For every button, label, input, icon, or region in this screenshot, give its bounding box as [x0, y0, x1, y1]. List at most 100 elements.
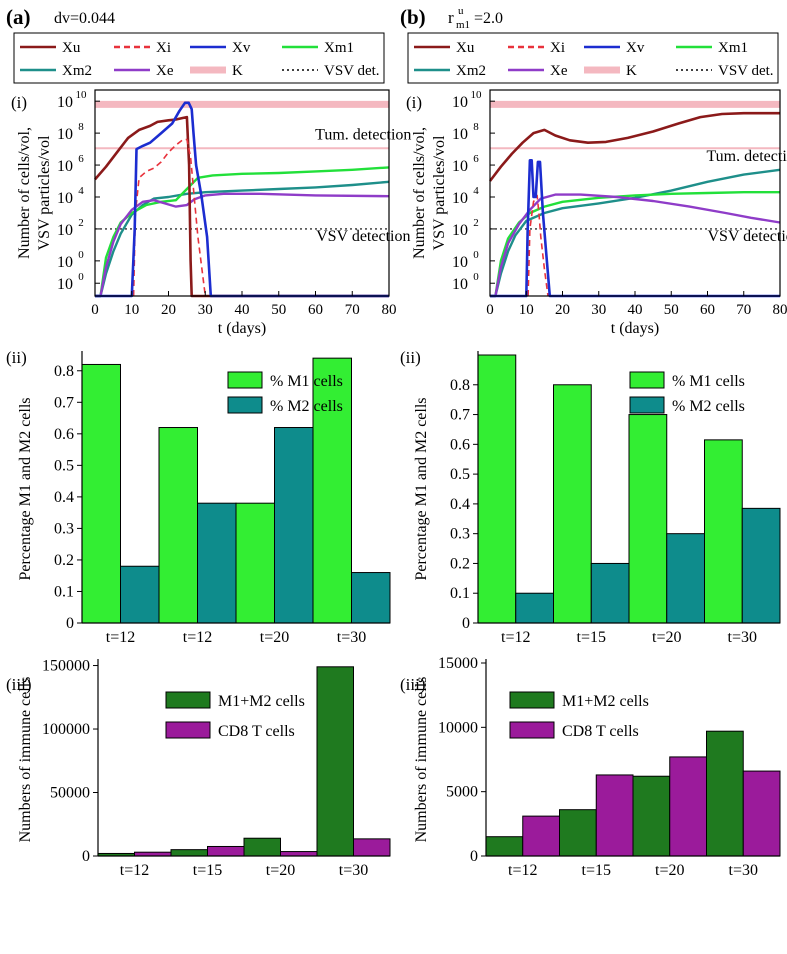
x-tick-label: t=20: [266, 862, 295, 879]
y-tick-label: 10: [452, 158, 468, 175]
x-tick-label: t=20: [260, 629, 289, 646]
y-tick-label: 0: [82, 848, 90, 865]
y-tick-label: 10: [452, 276, 468, 293]
bar-m1-cells: [704, 439, 743, 624]
x-tick-label: 10: [519, 302, 534, 318]
panel-b-param-value: =2.0: [474, 10, 503, 27]
panel-b-letter: (b): [400, 5, 426, 29]
legend-label-k: K: [232, 63, 243, 79]
x-tick-label: 80: [382, 302, 397, 318]
y-tick-label-exponent: 6: [78, 153, 84, 165]
annotation-tum-detection: Tum. detection: [706, 148, 787, 165]
x-axis-label: t (days): [218, 320, 266, 337]
bar-m1-cells: [81, 363, 121, 624]
y-axis-label-line: Number of cells/vol,: [411, 127, 428, 259]
bar-cd8-t-cells: [742, 770, 781, 857]
y-tick-label: 10: [57, 276, 73, 293]
bar-m1-m2-cells: [316, 666, 354, 857]
y-tick-label-exponent: 8: [78, 121, 84, 133]
x-tick-label: t=30: [728, 629, 757, 646]
x-tick-label: t=12: [120, 862, 149, 879]
series-line-xi: [132, 138, 207, 297]
bar-m1-cells: [477, 354, 517, 624]
x-tick-label: t=30: [337, 629, 366, 646]
y-tick-label: 10: [452, 190, 468, 207]
y-tick-label-exponent: 0: [78, 271, 84, 283]
y-tick-label: 0.6: [450, 436, 470, 453]
x-tick-label: t=30: [729, 862, 758, 879]
bar-m1-m2-cells: [170, 849, 208, 857]
x-tick-label: 40: [235, 302, 250, 318]
y-tick-label: 0: [66, 615, 74, 632]
series-line-xi: [527, 194, 549, 297]
legend-label-xi: Xi: [550, 40, 565, 56]
legend-label-xv: Xv: [626, 40, 645, 56]
legend-swatch-cd8-t-cells: [509, 721, 555, 739]
y-tick-label: 10: [57, 222, 73, 239]
series-line-xm1: [490, 191, 780, 298]
panel-label: (ii): [400, 348, 421, 367]
legend-swatch-m1-m2-cells: [165, 691, 211, 709]
bar-m2-cells: [666, 533, 705, 624]
y-tick-label: 50000: [50, 785, 90, 802]
y-tick-label: 0.1: [450, 585, 470, 602]
legend-label-m1-m2-cells: M1+M2 cells: [562, 693, 649, 710]
legend-swatch-m1-cells: [227, 371, 263, 389]
bar-m2-cells: [590, 562, 630, 624]
x-tick-label: 70: [736, 302, 751, 318]
y-tick-label: 150000: [42, 658, 90, 675]
x-tick-label: 20: [555, 302, 570, 318]
series-line-xe: [490, 193, 781, 298]
y-tick-label: 10: [57, 254, 73, 271]
y-axis-label: Numbers of immune cells: [17, 677, 34, 843]
bar-m1-m2-cells: [559, 809, 597, 857]
bar-m1-m2-cells: [243, 837, 281, 857]
y-tick-label: 10: [57, 126, 73, 143]
bar-m2-cells: [120, 565, 160, 624]
bar-cd8-t-cells: [522, 815, 560, 857]
y-tick-label-exponent: 0: [473, 249, 479, 261]
panel-b-param-sup: u: [458, 5, 464, 17]
legend-label-m2-cells: % M2 cells: [672, 398, 745, 415]
y-tick-label-exponent: 0: [473, 271, 479, 283]
y-tick-label-exponent: 8: [473, 121, 479, 133]
y-tick-label: 0.4: [450, 496, 470, 513]
bar-m1-m2-cells: [632, 775, 671, 857]
y-axis-label-line: Number of cells/vol,: [16, 127, 33, 259]
y-tick-label: 5000: [446, 784, 478, 801]
bar-m1-cells: [158, 427, 198, 624]
panel-label: (ii): [6, 348, 27, 367]
y-tick-label: 15000: [438, 655, 478, 672]
legend-swatch-m1-cells: [629, 371, 665, 389]
panel-b-param-sub: m1: [456, 19, 470, 31]
y-tick-label-exponent: 2: [78, 217, 84, 229]
x-tick-label: t=12: [183, 629, 212, 646]
y-tick-label: 0: [462, 615, 470, 632]
legend-label-xu: Xu: [62, 40, 81, 56]
panel-label: (i): [406, 93, 422, 112]
bar-m1-cells: [312, 357, 352, 624]
x-tick-label: 40: [628, 302, 643, 318]
y-tick-label-exponent: 4: [473, 185, 479, 197]
legend-label-vsv-det: VSV det.: [324, 63, 380, 79]
bar-m2-cells: [351, 572, 391, 624]
panel-label: (iii): [6, 675, 32, 694]
y-tick-label: 10: [452, 126, 468, 143]
panel-label: (i): [11, 93, 27, 112]
panel-b-param: r: [448, 8, 454, 27]
x-tick-label: t=12: [508, 862, 537, 879]
y-axis-label-line: VSV particles/vol: [36, 135, 53, 250]
x-tick-label: 0: [91, 302, 99, 318]
legend-label-xu: Xu: [456, 40, 475, 56]
legend-label-cd8-t-cells: CD8 T cells: [218, 723, 295, 740]
legend-label-m1-m2-cells: M1+M2 cells: [218, 693, 305, 710]
y-axis-label: Numbers of immune cells: [413, 677, 430, 843]
bar-cd8-t-cells: [353, 838, 391, 857]
bar-m2-cells: [515, 592, 554, 624]
annotation-vsv-detection: VSV detection: [316, 228, 410, 245]
bar-m1-m2-cells: [706, 730, 744, 857]
x-tick-label: 30: [591, 302, 606, 318]
chart-a-iii: t=12 t=15 t=20 t=30 0 50000 100000 150000 Number…: [6, 658, 391, 879]
legend-label-m1-cells: % M1 cells: [270, 373, 343, 390]
